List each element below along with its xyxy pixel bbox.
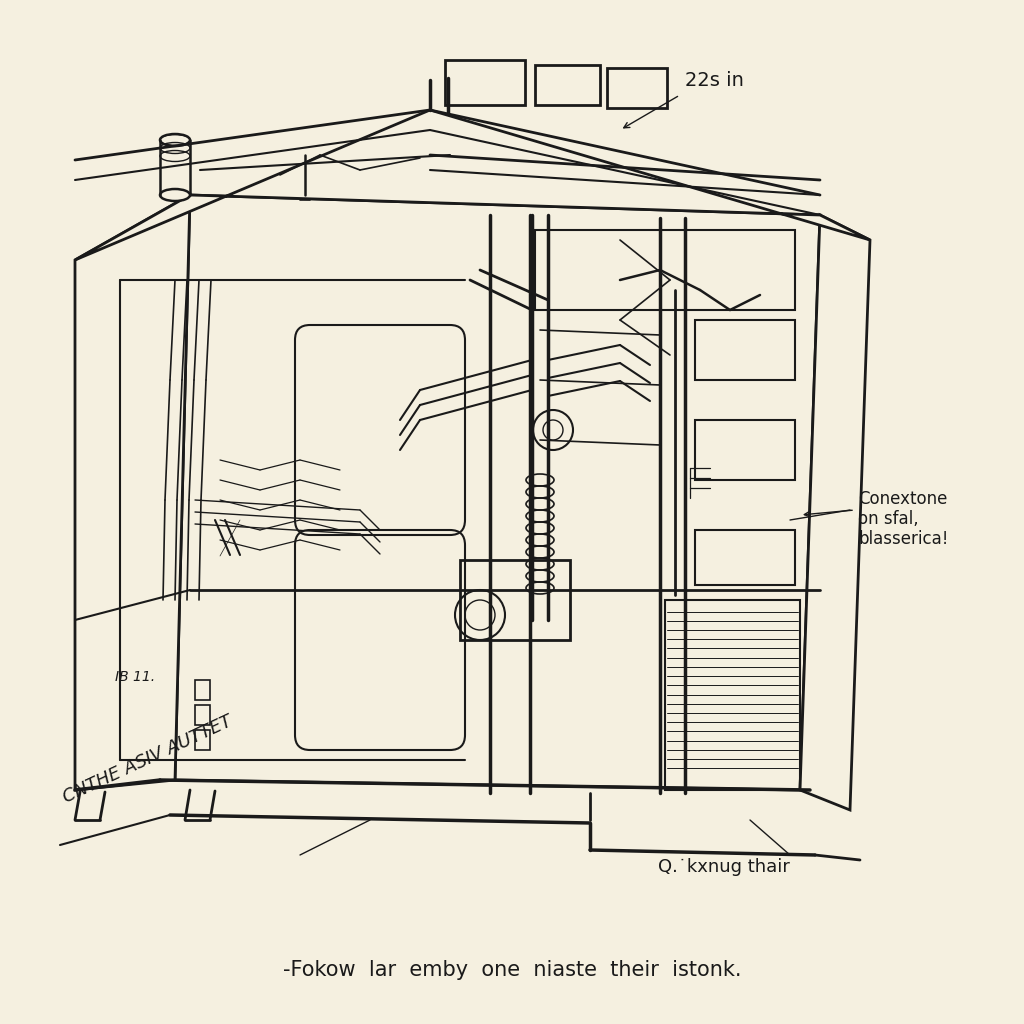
Polygon shape — [75, 195, 190, 790]
Text: blasserica!: blasserica! — [858, 530, 948, 548]
Bar — [195, 680, 210, 700]
Bar — [460, 560, 570, 640]
Bar — [195, 730, 210, 750]
Polygon shape — [175, 195, 820, 790]
Ellipse shape — [160, 134, 190, 146]
Bar — [665, 600, 800, 790]
Polygon shape — [75, 110, 870, 260]
Bar — [535, 65, 600, 105]
Text: CNTHE ASIV AUTTET: CNTHE ASIV AUTTET — [60, 712, 236, 806]
Bar — [195, 705, 210, 725]
Text: Q.˙kxnug thair: Q.˙kxnug thair — [658, 858, 790, 876]
Polygon shape — [800, 215, 870, 810]
Bar — [445, 60, 525, 105]
Bar — [695, 530, 795, 585]
Bar — [695, 319, 795, 380]
Text: -Fokow  lar  emby  one  niaste  their  istonk.: -Fokow lar emby one niaste their istonk. — [283, 961, 741, 980]
Text: IB 11.: IB 11. — [115, 670, 155, 684]
Bar — [535, 230, 795, 310]
Text: on sfal,: on sfal, — [858, 510, 919, 528]
Ellipse shape — [160, 189, 190, 201]
Bar — [607, 68, 667, 108]
Bar — [695, 420, 795, 480]
Text: 22s in: 22s in — [685, 71, 743, 90]
Text: Conextone: Conextone — [858, 490, 947, 508]
